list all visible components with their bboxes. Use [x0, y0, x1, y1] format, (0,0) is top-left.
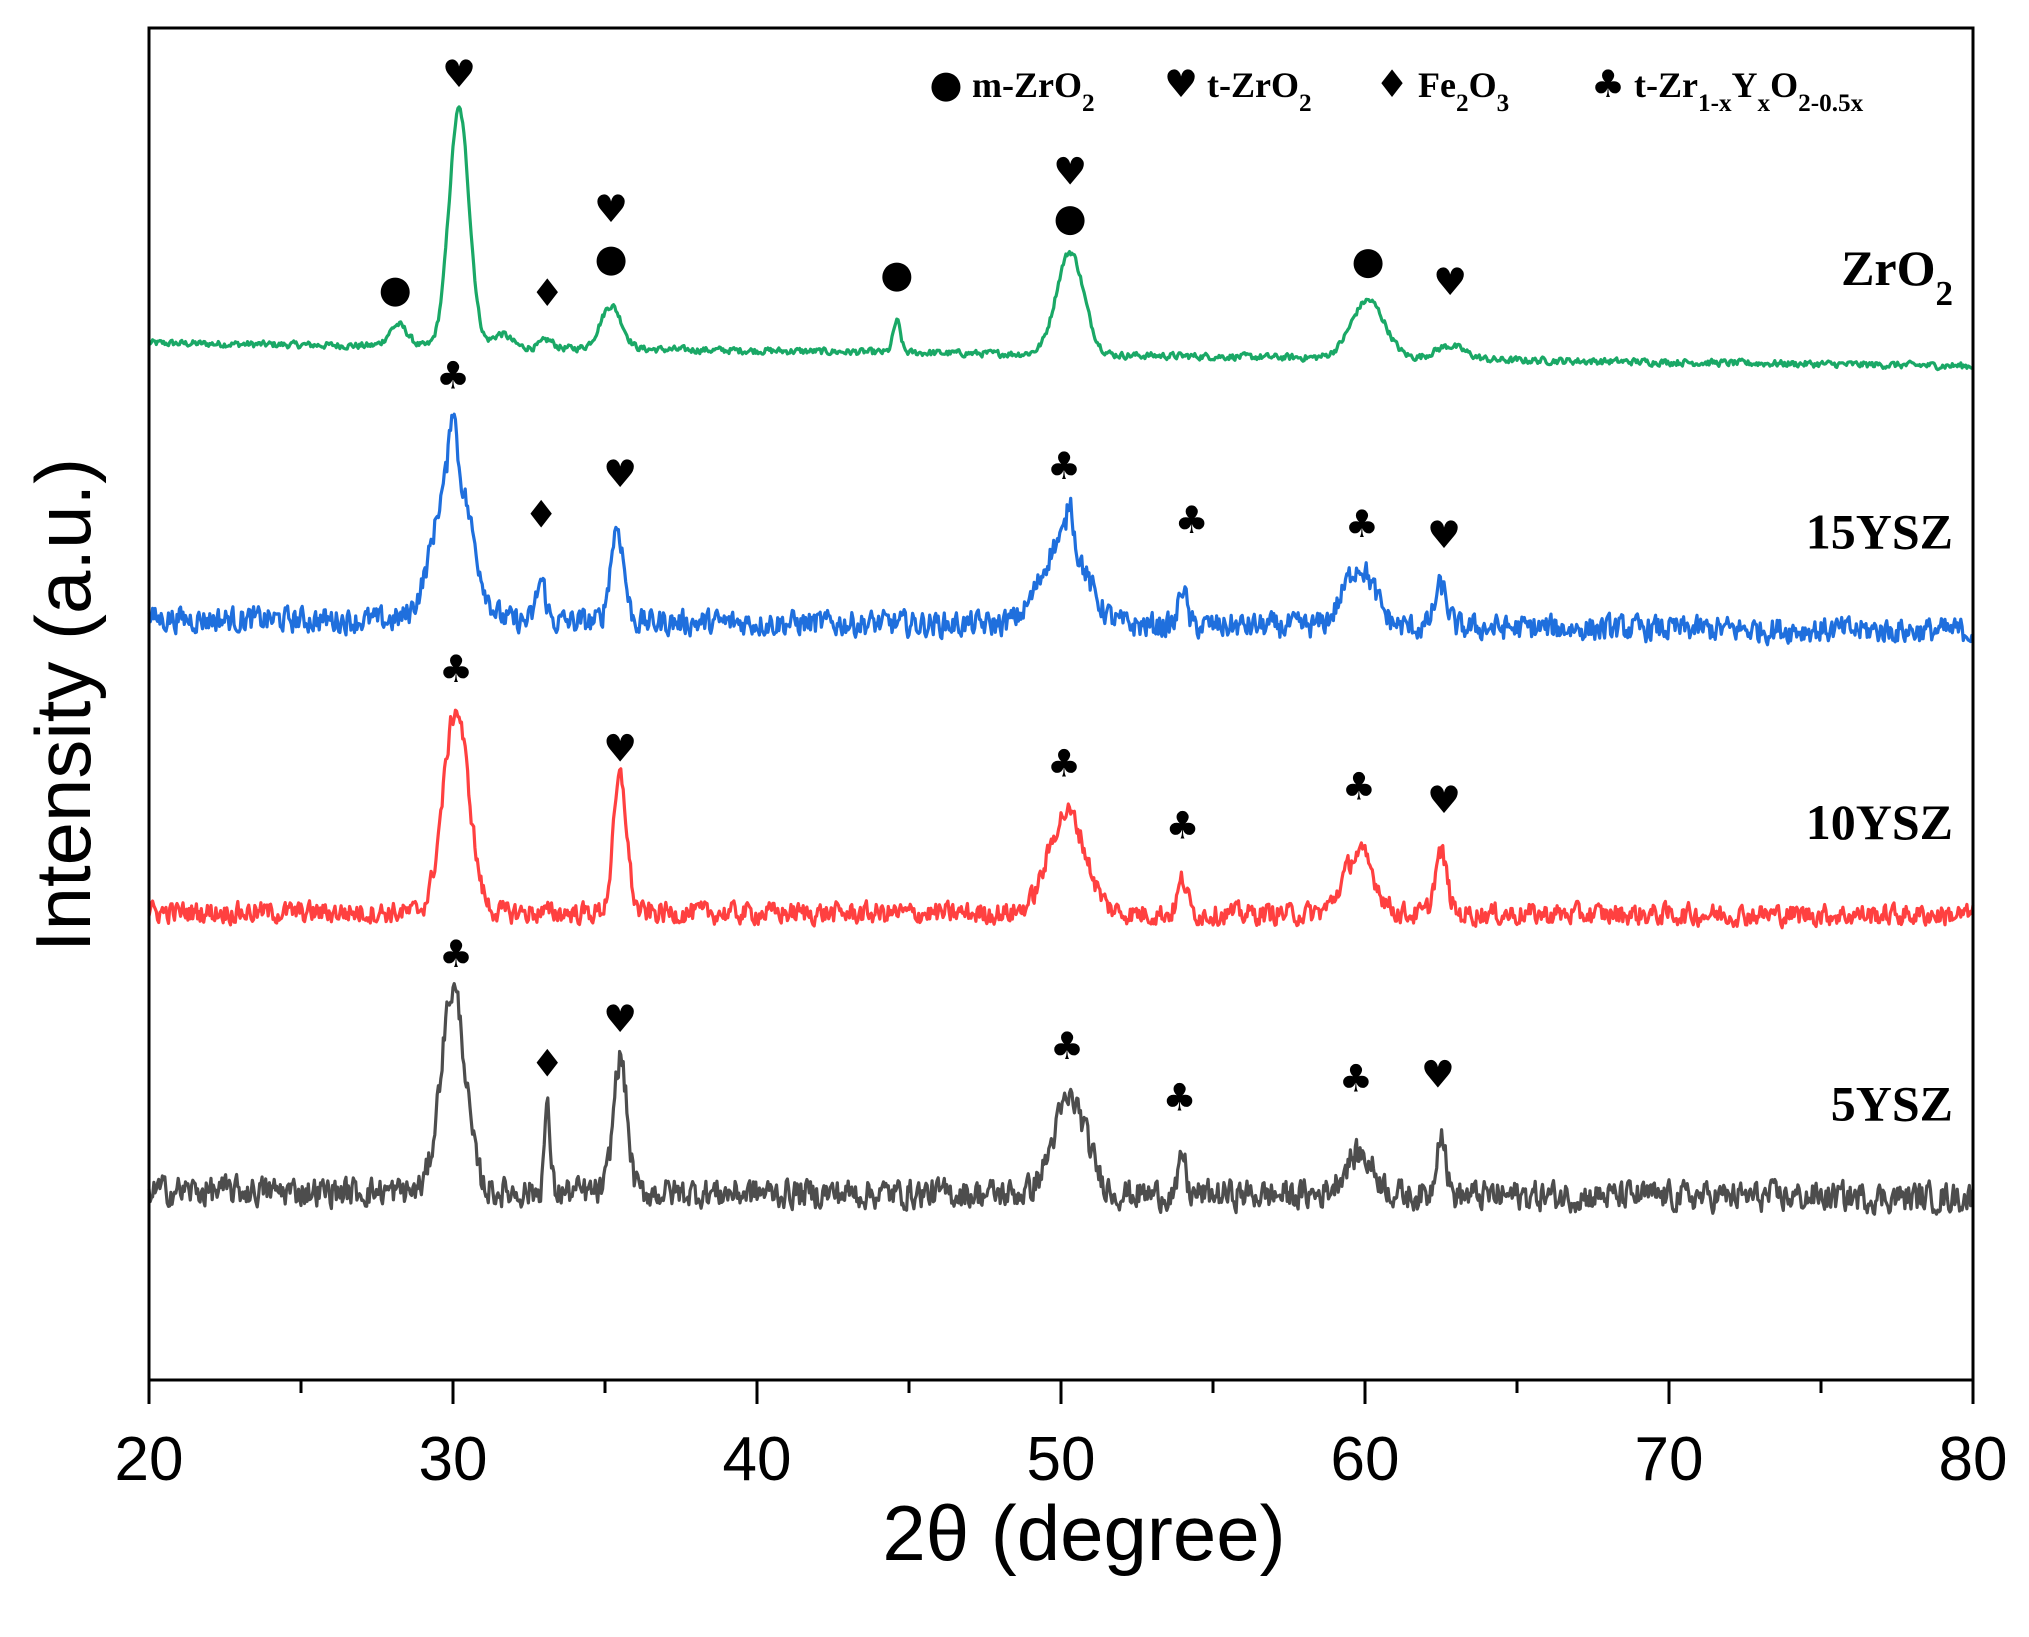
text-part: O [1469, 65, 1497, 105]
club-marker: ♣ [1166, 804, 1200, 848]
diamond-marker: ♦ [530, 1042, 564, 1086]
club-marker: ♣ [1342, 764, 1376, 808]
x-tick-label: 50 [1027, 1425, 1096, 1494]
subscript: 3 [1497, 90, 1510, 117]
legend-label: Fe2O3 [1418, 65, 1509, 117]
club-marker: ♣ [1339, 1057, 1373, 1101]
series-line-10YSZ [147, 708, 1975, 930]
diamond-marker: ♦ [530, 271, 564, 315]
club-marker: ♣ [436, 353, 470, 397]
text-part: Fe [1418, 65, 1456, 105]
text-part: m-ZrO [972, 65, 1082, 105]
subscript: 2-0.5x [1798, 90, 1863, 117]
x-tick-label: 40 [723, 1425, 792, 1494]
subscript: 2 [1456, 90, 1469, 117]
club-marker: ♣ [1345, 502, 1379, 546]
club-marker: ♣ [439, 647, 473, 691]
legend-label: t-Zr1-xYxO2-0.5x [1634, 65, 1864, 117]
text-part: t-Zr [1634, 65, 1698, 105]
series-label: 15YSZ [1806, 504, 1953, 560]
heart-marker: ♥ [1053, 149, 1087, 193]
circle-icon: ● [929, 62, 962, 106]
diamond-marker: ♦ [524, 493, 558, 537]
y-axis-title: Intensity (a.u.) [19, 458, 107, 952]
club-marker: ♣ [1175, 498, 1209, 542]
circle-marker: ● [880, 252, 913, 296]
heart-marker: ♥ [594, 187, 628, 231]
club-marker: ♣ [1163, 1075, 1197, 1119]
text-part: 15YSZ [1806, 504, 1953, 560]
legend-item: ♦ Fe2O3 [1375, 62, 1509, 117]
heart-marker: ♥ [1421, 1052, 1455, 1096]
heart-marker: ♥ [1427, 513, 1461, 557]
heart-icon: ♥ [1164, 62, 1198, 106]
diamond-icon: ♦ [1375, 62, 1409, 106]
x-tick-label: 80 [1939, 1425, 2008, 1494]
text-part: Y [1732, 65, 1758, 105]
legend-item: ● m-ZrO2 [929, 62, 1094, 117]
circle-marker: ● [379, 267, 412, 311]
club-marker: ♣ [1047, 741, 1081, 785]
heart-marker: ♥ [442, 52, 476, 96]
heart-marker: ♥ [1433, 260, 1467, 304]
circle-marker: ● [1054, 195, 1087, 239]
x-tick-label: 30 [419, 1425, 488, 1494]
series-line-15YSZ [147, 412, 1975, 647]
subscript: 1-x [1698, 90, 1732, 117]
legend-label: t-ZrO2 [1207, 65, 1312, 117]
series-layer [147, 105, 1975, 1216]
club-icon: ♣ [1591, 62, 1625, 106]
club-marker: ♣ [439, 932, 473, 976]
subscript: 2 [1082, 90, 1095, 117]
text-part: 10YSZ [1806, 794, 1953, 850]
text-part: t-ZrO [1207, 65, 1299, 105]
subscript: x [1758, 90, 1771, 117]
legend-label: m-ZrO2 [972, 65, 1095, 117]
circle-marker: ● [594, 236, 627, 280]
text-part: ZrO [1841, 240, 1935, 296]
subscript: 2 [1299, 90, 1312, 117]
series-label: 10YSZ [1806, 794, 1953, 850]
series-label: ZrO2 [1841, 240, 1953, 313]
heart-marker: ♥ [603, 997, 637, 1041]
club-marker: ♣ [1050, 1024, 1084, 1068]
text-part: O [1770, 65, 1798, 105]
legend-item: ♣ t-Zr1-xYxO2-0.5x [1591, 62, 1864, 117]
x-tick-label: 60 [1331, 1425, 1400, 1494]
x-tick-label: 70 [1635, 1425, 1704, 1494]
heart-marker: ♥ [603, 727, 637, 771]
x-tick-label: 20 [115, 1425, 184, 1494]
heart-marker: ♥ [1427, 778, 1461, 822]
marker-layer: ●♥♦♥● ●♥●● ♥♣♦♥ ♣♣ ♣ ♥♣♥ ♣♣♣ ♥♣♦♥♣♣ ♣ ♥ [379, 52, 1468, 1119]
x-axis: 20 30 40 50 60 70 80 [115, 1380, 2008, 1494]
circle-marker: ● [1351, 239, 1384, 283]
series-labels: ZrO2 15YSZ 10YSZ 5YSZ [1806, 240, 1953, 1132]
legend: ● m-ZrO2 ♥ t-ZrO2 ♦ Fe2O3 ♣ t-Zr1-xYxO2-0.5x [929, 62, 1863, 117]
text-part: 5YSZ [1831, 1075, 1953, 1131]
subscript: 2 [1936, 273, 1954, 312]
series-line-ZrO2 [147, 105, 1974, 372]
x-axis-title: 2θ (degree) [882, 1489, 1285, 1577]
series-line-5YSZ [147, 982, 1975, 1216]
series-label: 5YSZ [1831, 1075, 1953, 1131]
heart-marker: ♥ [603, 452, 637, 496]
legend-item: ♥ t-ZrO2 [1164, 62, 1312, 117]
club-marker: ♣ [1047, 444, 1081, 488]
